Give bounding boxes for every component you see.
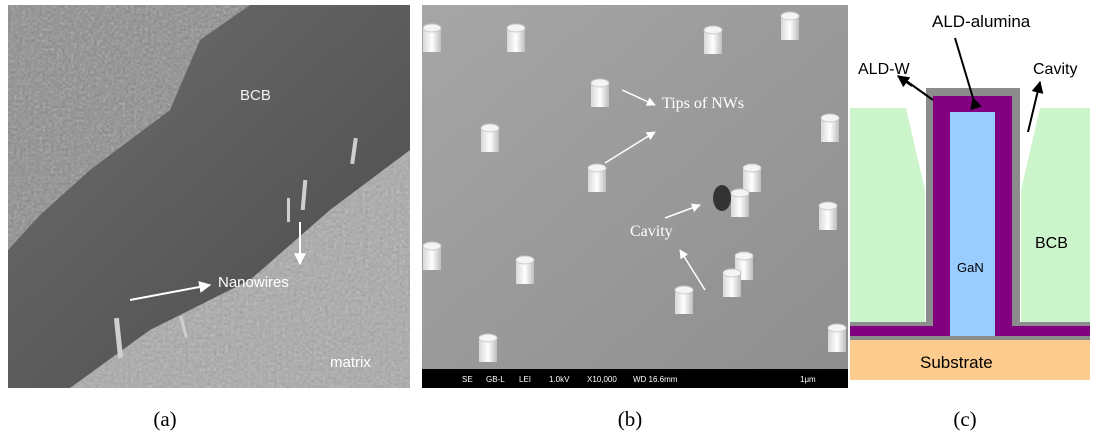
- label: BCB: [1035, 235, 1068, 252]
- figure: BCB Nanowires matrix (a) Tips of NWs Cav…: [0, 0, 1100, 441]
- nanowire-top: [819, 202, 837, 210]
- info-bar-item: LEI: [519, 375, 531, 384]
- label: Nanowires: [218, 274, 289, 291]
- nanowire-top: [479, 334, 497, 342]
- info-bar-item: 1.0kV: [549, 375, 570, 384]
- nanowire-top: [423, 24, 441, 32]
- sem-image-b: [422, 5, 848, 369]
- nanowire-top: [723, 269, 741, 277]
- caption: (c): [953, 407, 976, 431]
- label: Cavity: [630, 223, 673, 240]
- nanowire-top: [821, 114, 839, 122]
- nanowire-top: [481, 124, 499, 132]
- nanowire-top: [588, 164, 606, 172]
- nanowire-top: [735, 252, 753, 260]
- label: Substrate: [920, 353, 993, 372]
- caption: (b): [618, 407, 643, 431]
- label: matrix: [330, 354, 371, 371]
- bcb-left: [850, 108, 925, 322]
- nanowire-top: [507, 24, 525, 32]
- label: Tips of NWs: [662, 95, 744, 112]
- nanowire-top: [828, 324, 846, 332]
- nanowire-top: [704, 26, 722, 34]
- info-bar-item: WD 16.6mm: [633, 375, 678, 384]
- info-bar-item: 1μm: [800, 375, 816, 384]
- label: ALD-W: [858, 61, 910, 78]
- bcb-right: [1021, 108, 1090, 322]
- panel-c: ALD-alumina ALD-W Cavity GaN BCB Substra…: [850, 12, 1090, 431]
- label: BCB: [240, 87, 271, 104]
- panel-b: Tips of NWs Cavity SE GB-L LEI 1.0kV X10,000…: [422, 5, 848, 431]
- nanowire-top: [743, 164, 761, 172]
- info-bar-item: SE: [462, 375, 473, 384]
- gan-nanowire: [950, 112, 995, 336]
- nanowire-top: [675, 286, 693, 294]
- label: Cavity: [1033, 61, 1077, 78]
- nanowire-top: [781, 12, 799, 20]
- label: GaN: [957, 260, 984, 275]
- label: ALD-alumina: [932, 12, 1031, 31]
- caption: (a): [153, 407, 176, 431]
- cavity-hole: [713, 185, 731, 211]
- info-bar-item: GB-L: [486, 375, 505, 384]
- nanowire-top: [731, 189, 749, 197]
- info-bar-item: X10,000: [587, 375, 617, 384]
- nanowire-top: [516, 256, 534, 264]
- nanowire-top: [591, 79, 609, 87]
- panel-a: BCB Nanowires matrix (a): [8, 5, 410, 431]
- nanowire-top: [423, 242, 441, 250]
